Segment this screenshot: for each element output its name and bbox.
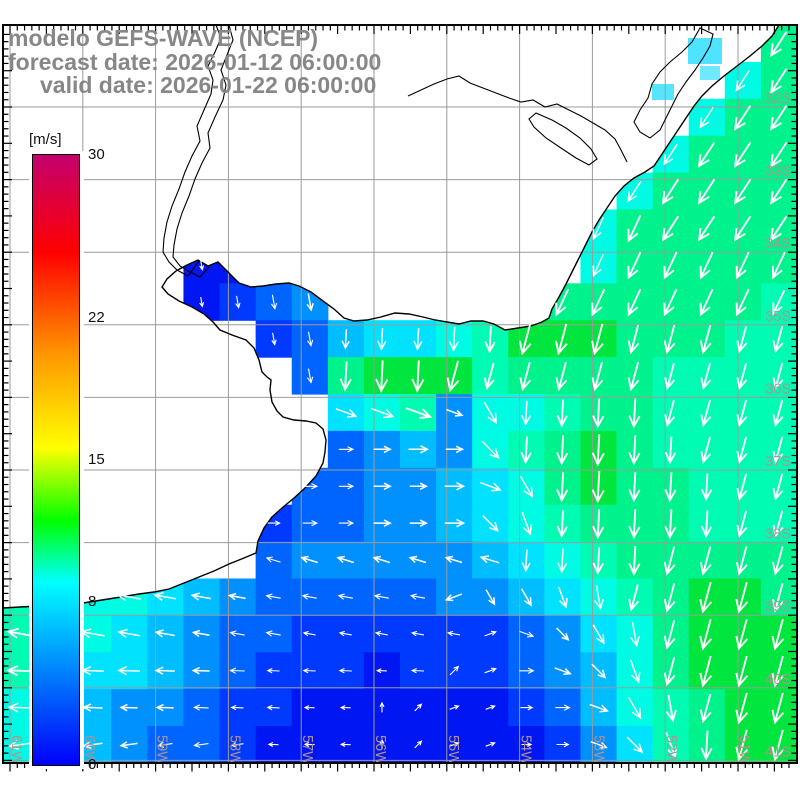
forecast-date: forecast date: 2026-01-12 06:00:00 xyxy=(8,48,382,75)
svg-text:39S: 39S xyxy=(765,599,791,615)
svg-text:56W: 56W xyxy=(372,735,388,765)
svg-text:35S: 35S xyxy=(765,309,791,325)
svg-text:37S: 37S xyxy=(765,454,791,470)
colorbar-gradient xyxy=(32,154,80,766)
svg-text:51W: 51W xyxy=(736,735,752,765)
svg-text:36S: 36S xyxy=(765,381,791,397)
svg-text:40S: 40S xyxy=(765,672,791,688)
svg-text:34S: 34S xyxy=(765,236,791,252)
colorbar xyxy=(29,151,84,769)
valid-date: valid date: 2026-01-22 06:00:00 xyxy=(40,72,377,98)
colorbar-tick-30: 30 xyxy=(88,146,105,163)
colorbar-tick-8: 8 xyxy=(88,593,97,610)
svg-text:33S: 33S xyxy=(765,164,791,180)
svg-text:57W: 57W xyxy=(299,735,315,765)
svg-text:53W: 53W xyxy=(590,735,606,765)
svg-text:60W: 60W xyxy=(81,735,97,765)
model-title: modelo GEFS-WAVE (NCEP) xyxy=(8,25,319,51)
colorbar-unit-label: [m/s] xyxy=(27,131,64,148)
colorbar-tick-15: 15 xyxy=(88,451,105,468)
svg-text:38S: 38S xyxy=(765,527,791,543)
svg-text:52W: 52W xyxy=(663,735,679,765)
svg-text:32S: 32S xyxy=(765,91,791,107)
colorbar-tick-22: 22 xyxy=(88,309,105,326)
svg-text:58W: 58W xyxy=(226,735,242,765)
svg-text:59W: 59W xyxy=(154,735,170,765)
plot-title-block: modelo GEFS-WAVE (NCEP) forecast date: 2… xyxy=(8,25,382,98)
svg-text:61W: 61W xyxy=(8,735,24,765)
svg-text:41S: 41S xyxy=(765,744,791,760)
svg-text:54W: 54W xyxy=(518,735,534,765)
colorbar-tick-0: 0 xyxy=(88,756,97,773)
svg-text:55W: 55W xyxy=(445,735,461,765)
